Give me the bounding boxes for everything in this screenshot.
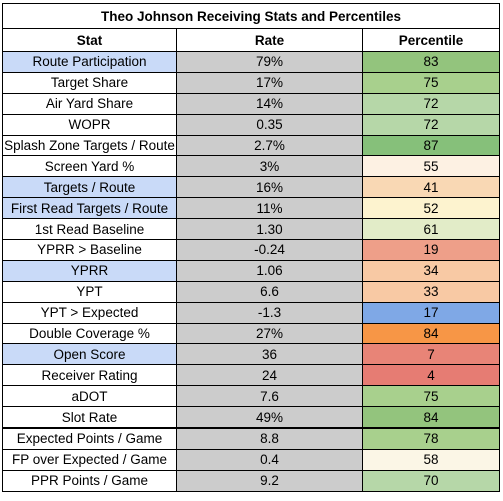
rate-cell: -0.24 (176, 239, 363, 261)
rate-cell: -1.3 (176, 301, 363, 324)
stat-cell: 1st Read Baseline (2, 218, 177, 241)
table-row: Air Yard Share 14% 72 (2, 92, 501, 115)
percentile-cell: 41 (361, 176, 501, 199)
table-row: YPRR 1.06 34 (2, 259, 501, 282)
table-row: Receiver Rating 24 4 (2, 364, 501, 387)
rate-cell: 1.30 (176, 218, 363, 241)
column-header-percentile: Percentile (361, 28, 501, 52)
table-row: Expected Points / Game 8.8 78 (2, 427, 501, 450)
column-header-stat: Stat (2, 28, 177, 52)
stat-cell: Slot Rate (2, 406, 177, 429)
percentile-cell: 55 (361, 155, 501, 178)
percentile-cell: 84 (361, 406, 501, 429)
stat-cell: Target Share (2, 71, 177, 94)
rate-cell: 79% (176, 51, 363, 73)
stat-cell: Open Score (2, 343, 177, 366)
table-row: YPT 6.6 33 (2, 280, 501, 303)
stat-cell: Receiver Rating (2, 364, 177, 387)
percentile-cell: 75 (361, 71, 501, 94)
rate-cell: 14% (176, 92, 363, 115)
table-body: Route Participation 79% 83 Target Share 17% 7… (2, 51, 501, 492)
rate-cell: 0.4 (176, 448, 363, 471)
percentile-cell: 19 (361, 239, 501, 261)
rate-cell: 0.35 (176, 113, 363, 136)
rate-cell: 8.8 (176, 427, 363, 450)
stat-cell: Double Coverage % (2, 322, 177, 345)
table-row: PPR Points / Game 9.2 70 (2, 469, 501, 492)
rate-cell: 2.7% (176, 134, 363, 157)
table-row: Targets / Route 16% 41 (2, 176, 501, 199)
percentile-cell: 72 (361, 92, 501, 115)
rate-cell: 7.6 (176, 385, 363, 408)
table-row: Slot Rate 49% 84 (2, 406, 501, 429)
table-title: Theo Johnson Receiving Stats and Percent… (1, 3, 501, 29)
stat-cell: YPT > Expected (2, 301, 177, 324)
table-row: FP over Expected / Game 0.4 58 (2, 448, 501, 471)
column-header-rate: Rate (176, 28, 363, 52)
stat-cell: Splash Zone Targets / Route (2, 134, 177, 157)
percentile-cell: 78 (361, 427, 501, 450)
rate-cell: 36 (176, 343, 363, 366)
rate-cell: 17% (176, 71, 363, 94)
table-row: WOPR 0.35 72 (2, 113, 501, 136)
stat-cell: WOPR (2, 113, 177, 136)
rate-cell: 11% (176, 197, 363, 220)
table-row: 1st Read Baseline 1.30 61 (2, 218, 501, 241)
table-row: Route Participation 79% 83 (2, 51, 501, 73)
table-row: Target Share 17% 75 (2, 71, 501, 94)
stat-cell: Targets / Route (2, 176, 177, 199)
stat-cell: FP over Expected / Game (2, 448, 177, 471)
table-row: Open Score 36 7 (2, 343, 501, 366)
rate-cell: 49% (176, 406, 363, 429)
percentile-cell: 84 (361, 322, 501, 345)
rate-cell: 24 (176, 364, 363, 387)
table-row: Splash Zone Targets / Route 2.7% 87 (2, 134, 501, 157)
stat-cell: YPRR (2, 259, 177, 282)
table-row: aDOT 7.6 75 (2, 385, 501, 408)
table-row: First Read Targets / Route 11% 52 (2, 197, 501, 220)
stat-cell: Expected Points / Game (2, 427, 177, 450)
stat-cell: aDOT (2, 385, 177, 408)
table-row: Screen Yard % 3% 55 (2, 155, 501, 178)
percentile-cell: 33 (361, 280, 501, 303)
percentile-cell: 7 (361, 343, 501, 366)
rate-cell: 27% (176, 322, 363, 345)
stat-cell: YPT (2, 280, 177, 303)
table-row: Double Coverage % 27% 84 (2, 322, 501, 345)
stats-table: Theo Johnson Receiving Stats and Percent… (1, 3, 501, 492)
stat-cell: PPR Points / Game (2, 469, 177, 492)
percentile-cell: 83 (361, 51, 501, 73)
percentile-cell: 4 (361, 364, 501, 387)
percentile-cell: 75 (361, 385, 501, 408)
table-row: YPRR > Baseline -0.24 19 (2, 239, 501, 261)
rate-cell: 9.2 (176, 469, 363, 492)
rate-cell: 16% (176, 176, 363, 199)
stat-cell: Screen Yard % (2, 155, 177, 178)
stat-cell: YPRR > Baseline (2, 239, 177, 261)
percentile-cell: 70 (361, 469, 501, 492)
percentile-cell: 34 (361, 259, 501, 282)
percentile-cell: 87 (361, 134, 501, 157)
stat-cell: First Read Targets / Route (2, 197, 177, 220)
rate-cell: 6.6 (176, 280, 363, 303)
rate-cell: 1.06 (176, 259, 363, 282)
percentile-cell: 17 (361, 301, 501, 324)
percentile-cell: 58 (361, 448, 501, 471)
percentile-cell: 52 (361, 197, 501, 220)
stat-cell: Air Yard Share (2, 92, 177, 115)
percentile-cell: 72 (361, 113, 501, 136)
rate-cell: 3% (176, 155, 363, 178)
percentile-cell: 61 (361, 218, 501, 241)
stat-cell: Route Participation (2, 51, 177, 73)
table-row: YPT > Expected -1.3 17 (2, 301, 501, 324)
